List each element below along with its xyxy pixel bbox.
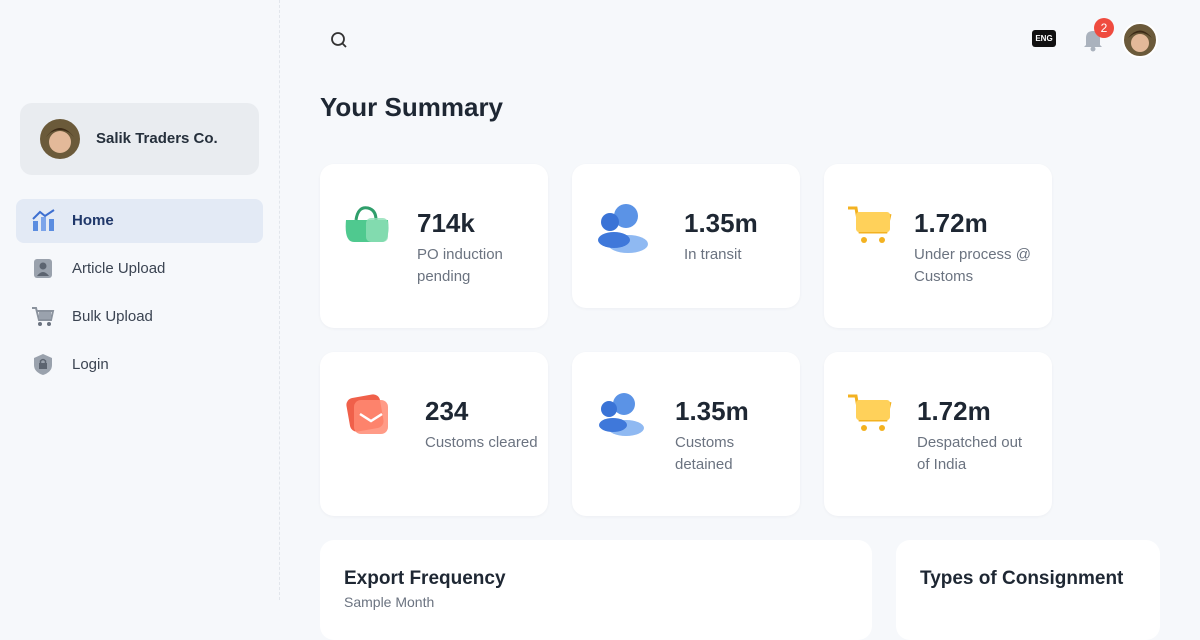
nav-label: Bulk Upload bbox=[72, 308, 153, 325]
nav-label: Login bbox=[72, 356, 109, 373]
card-icon bbox=[346, 394, 388, 434]
notification-badge: 2 bbox=[1094, 18, 1114, 38]
card-value: 234 bbox=[425, 396, 469, 426]
nav-icon bbox=[32, 209, 55, 231]
panel-title: Types of Consignment bbox=[920, 568, 1124, 589]
nav-item[interactable]: Home bbox=[16, 199, 263, 243]
avatar bbox=[40, 119, 80, 159]
card-icon bbox=[598, 204, 648, 253]
page-title: Your Summary bbox=[320, 92, 504, 122]
user-avatar[interactable] bbox=[1122, 22, 1158, 58]
card-icon bbox=[848, 394, 892, 431]
panel-title: Export Frequency bbox=[344, 568, 506, 589]
nav-item[interactable]: Article Upload bbox=[16, 247, 263, 291]
card-label: In transit bbox=[684, 246, 742, 263]
card-value: 1.72m bbox=[917, 396, 991, 426]
nav-item[interactable]: Login bbox=[16, 343, 263, 387]
card-label: PO induction pending bbox=[417, 246, 503, 285]
nav-label: Article Upload bbox=[72, 260, 166, 277]
card-label: Customs detained bbox=[675, 434, 735, 473]
company-name: Salik Traders Co. bbox=[96, 130, 218, 147]
stat-card: 1.72m Under process @ Customs bbox=[824, 164, 1052, 328]
sidebar: Salik Traders Co. Home Article Upload Bulk… bbox=[0, 0, 280, 600]
language-button[interactable]: ENG bbox=[1032, 30, 1056, 47]
stat-card: 1.72m Despatched out of India bbox=[824, 352, 1052, 516]
page: Salik Traders Co. Home Article Upload Bulk… bbox=[0, 0, 1158, 610]
card-icon bbox=[599, 393, 644, 436]
chart-panel: Types of Consignment bbox=[896, 540, 1160, 640]
nav-label: Home bbox=[72, 212, 114, 229]
stat-card: 714k PO induction pending bbox=[320, 164, 548, 328]
stat-card: 1.35m In transit bbox=[572, 164, 800, 308]
card-label: Despatched out of India bbox=[917, 434, 1023, 473]
card-label: Customs cleared bbox=[425, 434, 538, 451]
card-icon bbox=[848, 206, 892, 243]
nav-icon bbox=[34, 259, 52, 278]
search-icon[interactable] bbox=[330, 31, 348, 49]
card-value: 1.35m bbox=[675, 396, 749, 426]
card-label: Under process @ Customs bbox=[914, 246, 1031, 285]
nav-item[interactable]: Bulk Upload bbox=[16, 295, 263, 339]
card-icon bbox=[345, 206, 389, 242]
card-value: 1.72m bbox=[914, 208, 988, 238]
panel-subtitle: Sample Month bbox=[344, 594, 435, 610]
stat-card: 1.35m Customs detained bbox=[572, 352, 800, 516]
stat-card: 234 Customs cleared bbox=[320, 352, 548, 516]
chart-panel: Export Frequency Sample Month bbox=[320, 540, 872, 640]
nav-icon bbox=[32, 307, 55, 326]
nav-icon bbox=[34, 354, 52, 375]
card-value: 1.35m bbox=[684, 208, 758, 238]
card-value: 714k bbox=[417, 208, 475, 238]
